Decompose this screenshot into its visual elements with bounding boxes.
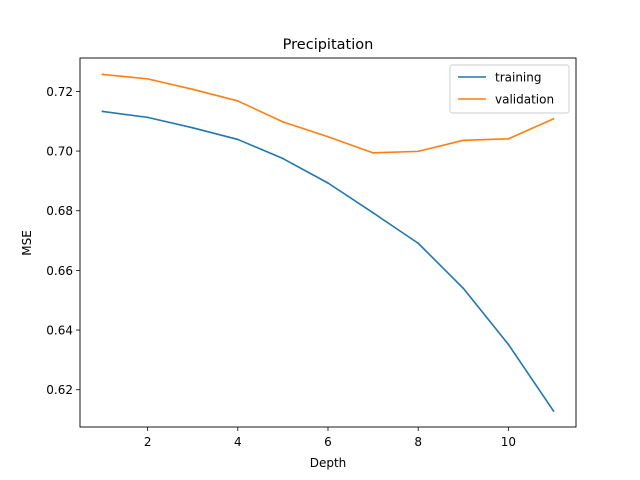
legend-label-training: training bbox=[495, 71, 542, 85]
x-tick-label: 6 bbox=[324, 435, 332, 449]
data-point-validation-6 bbox=[372, 151, 374, 154]
x-tick-label: 10 bbox=[501, 435, 516, 449]
y-axis-ticks: 0.62 0.64 0.66 0.68 0.70 0.72 bbox=[46, 85, 80, 397]
x-tick-label: 2 bbox=[144, 435, 152, 449]
y-tick-label: 0.72 bbox=[46, 85, 73, 99]
data-point-training-5 bbox=[327, 182, 329, 184]
data-point-training-0 bbox=[101, 110, 104, 113]
x-tick-label: 4 bbox=[234, 435, 242, 449]
y-tick-label: 0.66 bbox=[46, 264, 73, 278]
data-point-validation-9 bbox=[507, 137, 510, 140]
chart-title: Precipitation bbox=[283, 37, 374, 53]
data-point-validation-1 bbox=[146, 77, 149, 80]
data-point-training-9 bbox=[507, 343, 510, 346]
y-tick-label: 0.64 bbox=[46, 324, 73, 338]
data-point-validation-7 bbox=[417, 150, 420, 153]
y-tick-label: 0.68 bbox=[46, 204, 73, 218]
data-point-validation-2 bbox=[191, 88, 194, 91]
series-layer bbox=[101, 73, 555, 413]
data-point-training-2 bbox=[191, 126, 194, 129]
data-point-validation-0 bbox=[101, 73, 104, 76]
y-axis-label: MSE bbox=[20, 230, 34, 256]
data-point-training-6 bbox=[372, 211, 374, 214]
x-axis-ticks: 2 4 6 8 10 bbox=[144, 427, 516, 449]
data-point-validation-5 bbox=[327, 135, 329, 138]
data-point-validation-10 bbox=[552, 117, 555, 120]
y-tick-label: 0.70 bbox=[46, 145, 73, 159]
data-point-training-4 bbox=[282, 157, 284, 160]
data-point-training-10 bbox=[552, 409, 555, 412]
data-point-training-7 bbox=[417, 242, 420, 245]
data-point-training-8 bbox=[462, 287, 465, 290]
data-point-validation-3 bbox=[236, 100, 239, 102]
x-tick-label: 8 bbox=[414, 435, 422, 449]
y-tick-label: 0.62 bbox=[46, 383, 73, 397]
legend-label-validation: validation bbox=[495, 93, 554, 107]
data-point-validation-8 bbox=[462, 139, 465, 142]
data-point-training-1 bbox=[146, 116, 149, 119]
x-axis-label: Depth bbox=[310, 456, 347, 470]
legend: training validation bbox=[449, 64, 570, 114]
data-point-validation-4 bbox=[282, 120, 284, 123]
data-point-training-3 bbox=[236, 138, 239, 141]
